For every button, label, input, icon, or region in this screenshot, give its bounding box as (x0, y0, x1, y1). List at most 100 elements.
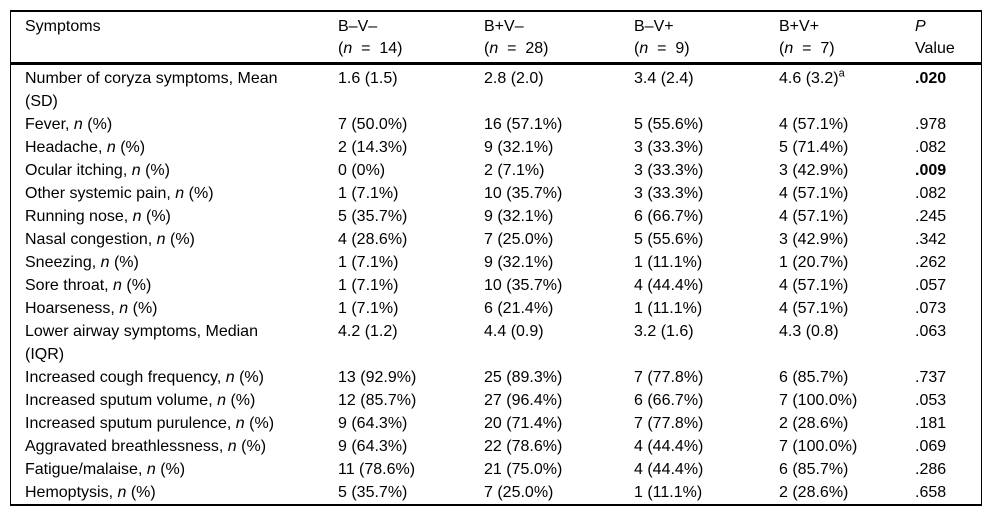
value-cell: 1 (7.1%) (338, 300, 399, 317)
p-value-cell: .181 (915, 415, 947, 432)
value-cell: 3 (42.9%) (779, 162, 849, 179)
value-cell: 11 (78.6%) (338, 461, 416, 478)
symptom-cell: Increased cough frequency, n (%) (25, 369, 264, 386)
value-cell: 2.8 (2.0) (484, 70, 544, 87)
symptoms-table: Symptoms B–V– (n = 14) B+V– (n = 28) B–V… (10, 10, 982, 506)
value-cell: 1 (7.1%) (338, 185, 399, 202)
value-cell: 6 (85.7%) (779, 369, 849, 386)
value-cell: 25 (89.3%) (484, 369, 563, 386)
table-row: Hoarseness, n (%) 1 (7.1%) 6 (21.4%) 1 (… (11, 297, 981, 320)
value-cell: 4 (57.1%) (779, 185, 849, 202)
value-cell: 4 (28.6%) (338, 231, 408, 248)
value-cell: 4 (57.1%) (779, 277, 849, 294)
value-cell: 5 (55.6%) (634, 116, 704, 133)
p-value-cell: .020 (915, 70, 947, 87)
value-cell: 6 (66.7%) (634, 208, 704, 225)
table-body: Number of coryza symptoms, Mean (SD) 1.6… (11, 64, 981, 505)
symptom-cell: Increased sputum volume, n (%) (25, 392, 256, 409)
p-value-cell: .082 (915, 139, 947, 156)
column-header-label: B+V– (484, 18, 524, 35)
symptom-cell: Fatigue/malaise, n (%) (25, 461, 186, 478)
value-cell: 4 (57.1%) (779, 300, 849, 317)
table-row: Fever, n (%) 7 (50.0%) 16 (57.1%) 5 (55.… (11, 113, 981, 136)
column-header-label: Symptoms (25, 18, 101, 35)
value-cell: 9 (64.3%) (338, 438, 408, 455)
value-cell: 4.2 (1.2) (338, 323, 398, 340)
table-row: Running nose, n (%) 5 (35.7%) 9 (32.1%) … (11, 205, 981, 228)
p-value-cell: .073 (915, 300, 947, 317)
value-cell: 4.4 (0.9) (484, 323, 544, 340)
p-value-cell: .342 (915, 231, 947, 248)
value-cell: 4 (57.1%) (779, 116, 849, 133)
table-row: Increased sputum purulence, n (%) 9 (64.… (11, 412, 981, 435)
p-value-cell: .245 (915, 208, 947, 225)
table-row: Ocular itching, n (%) 0 (0%) 2 (7.1%) 3 … (11, 159, 981, 182)
value-cell: 10 (35.7%) (484, 277, 563, 294)
p-value-cell: .286 (915, 461, 947, 478)
symptom-cell: Lower airway symptoms, Median (IQR) (25, 323, 258, 363)
header-row: Symptoms B–V– (n = 14) B+V– (n = 28) B–V… (11, 12, 981, 65)
table-row: Other systemic pain, n (%) 1 (7.1%) 10 (… (11, 182, 981, 205)
symptom-cell: Aggravated breathlessness, n (%) (25, 438, 267, 455)
symptom-cell: Headache, n (%) (25, 139, 146, 156)
value-cell: 21 (75.0%) (484, 461, 563, 478)
value-cell: 1 (7.1%) (338, 277, 399, 294)
symptoms-table-grid: Symptoms B–V– (n = 14) B+V– (n = 28) B–V… (11, 12, 981, 504)
value-cell: 0 (0%) (338, 162, 386, 179)
value-cell: 20 (71.4%) (484, 415, 563, 432)
symptom-cell: Other systemic pain, n (%) (25, 185, 214, 202)
value-cell: 22 (78.6%) (484, 438, 563, 455)
p-value-cell: .063 (915, 323, 947, 340)
value-cell: 3 (33.3%) (634, 139, 704, 156)
table-row: Increased sputum volume, n (%) 12 (85.7%… (11, 389, 981, 412)
value-cell: 9 (64.3%) (338, 415, 408, 432)
table-row: Nasal congestion, n (%) 4 (28.6%) 7 (25.… (11, 228, 981, 251)
value-cell: 9 (32.1%) (484, 208, 554, 225)
value-cell: 12 (85.7%) (338, 392, 417, 409)
column-header-label: P (915, 18, 926, 35)
value-cell: 9 (32.1%) (484, 254, 554, 271)
column-header-sublabel: (n = 14) (338, 40, 403, 57)
value-cell: 2 (7.1%) (484, 162, 545, 179)
column-header-label: B–V+ (634, 18, 674, 35)
p-value-cell: .057 (915, 277, 947, 294)
table-row: Aggravated breathlessness, n (%) 9 (64.3… (11, 435, 981, 458)
table-row: Lower airway symptoms, Median (IQR) 4.2 … (11, 320, 981, 366)
value-cell: 7 (77.8%) (634, 369, 704, 386)
column-header-p-value: P Value (915, 12, 981, 65)
value-cell: 5 (35.7%) (338, 208, 408, 225)
value-cell: 10 (35.7%) (484, 185, 563, 202)
p-value-cell: .009 (915, 162, 947, 179)
value-cell: 3 (33.3%) (634, 185, 704, 202)
value-cell: 7 (100.0%) (779, 392, 858, 409)
value-cell: 2 (28.6%) (779, 415, 849, 432)
table-row: Sneezing, n (%) 1 (7.1%) 9 (32.1%) 1 (11… (11, 251, 981, 274)
value-cell: 4.6 (3.2)a (779, 67, 845, 87)
table-row: Increased cough frequency, n (%) 13 (92.… (11, 366, 981, 389)
table-row: Sore throat, n (%) 1 (7.1%) 10 (35.7%) 4… (11, 274, 981, 297)
value-cell: 1 (11.1%) (634, 254, 703, 271)
value-cell: 1.6 (1.5) (338, 70, 398, 87)
column-header-sublabel: (n = 28) (484, 40, 549, 57)
p-value-cell: .069 (915, 438, 947, 455)
value-cell: 4 (44.4%) (634, 277, 704, 294)
value-cell: 1 (7.1%) (338, 254, 399, 271)
column-header-b-neg-v-neg: B–V– (n = 14) (338, 12, 484, 65)
value-cell: 7 (25.0%) (484, 231, 554, 248)
value-cell: 7 (77.8%) (634, 415, 704, 432)
column-header-b-pos-v-pos: B+V+ (n = 7) (779, 12, 915, 65)
symptom-cell: Increased sputum purulence, n (%) (25, 415, 275, 432)
symptom-cell: Sore throat, n (%) (25, 277, 152, 294)
column-header-b-pos-v-neg: B+V– (n = 28) (484, 12, 634, 65)
value-cell: 16 (57.1%) (484, 116, 563, 133)
value-cell: 3.2 (1.6) (634, 323, 694, 340)
symptom-cell: Ocular itching, n (%) (25, 162, 170, 179)
table-row: Number of coryza symptoms, Mean (SD) 1.6… (11, 64, 981, 114)
table-row: Headache, n (%) 2 (14.3%) 9 (32.1%) 3 (3… (11, 136, 981, 159)
value-cell: 2 (14.3%) (338, 139, 408, 156)
value-cell: 1 (11.1%) (634, 484, 703, 501)
value-cell: 4 (57.1%) (779, 208, 849, 225)
table-row: Fatigue/malaise, n (%) 11 (78.6%) 21 (75… (11, 458, 981, 481)
value-cell: 3.4 (2.4) (634, 70, 694, 87)
